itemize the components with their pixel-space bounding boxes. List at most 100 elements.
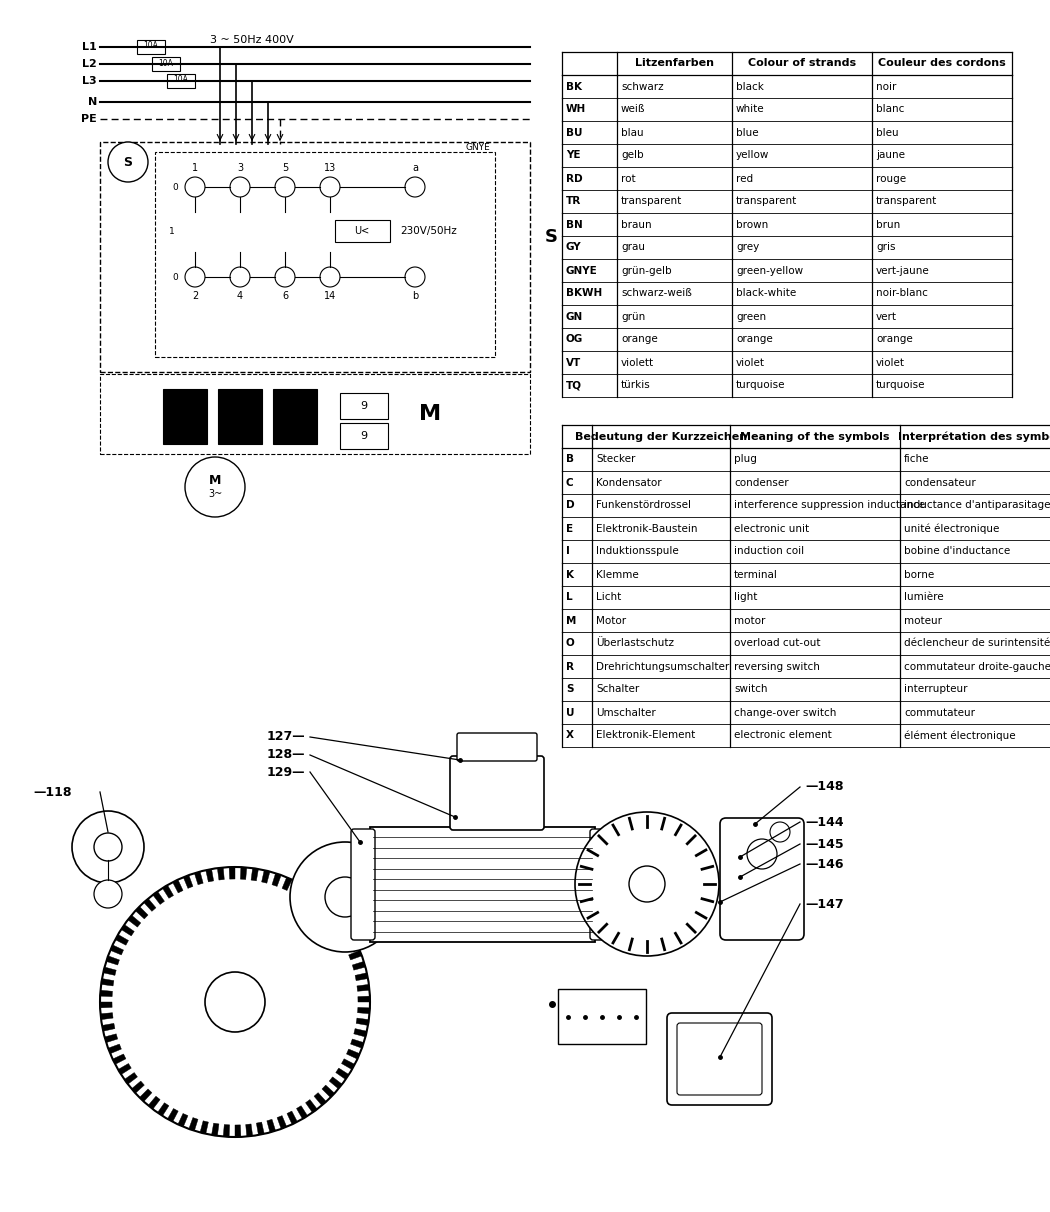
Text: grau: grau xyxy=(621,242,645,252)
Circle shape xyxy=(185,267,205,287)
Text: déclencheur de surintensité: déclencheur de surintensité xyxy=(904,639,1050,648)
Text: 9: 9 xyxy=(360,401,368,411)
Text: overload cut-out: overload cut-out xyxy=(734,639,820,648)
Text: Umschalter: Umschalter xyxy=(596,708,656,718)
Text: rot: rot xyxy=(621,173,635,183)
Polygon shape xyxy=(339,930,352,941)
Text: vert-jaune: vert-jaune xyxy=(876,265,929,275)
Polygon shape xyxy=(282,877,292,891)
Bar xyxy=(163,389,207,444)
Polygon shape xyxy=(106,956,120,965)
Polygon shape xyxy=(336,1068,349,1080)
Text: U: U xyxy=(566,708,574,718)
Circle shape xyxy=(320,177,340,198)
Text: —145: —145 xyxy=(805,837,843,851)
Text: élément électronique: élément électronique xyxy=(904,731,1015,741)
Polygon shape xyxy=(251,868,258,881)
Text: Elektronik-Element: Elektronik-Element xyxy=(596,731,695,741)
Polygon shape xyxy=(172,880,183,893)
Text: GNYE: GNYE xyxy=(465,143,490,152)
Text: terminal: terminal xyxy=(734,570,778,579)
Circle shape xyxy=(405,177,425,198)
Polygon shape xyxy=(110,945,124,955)
Text: blanc: blanc xyxy=(876,104,904,114)
Circle shape xyxy=(770,822,790,842)
Text: braun: braun xyxy=(621,219,652,229)
Circle shape xyxy=(108,142,148,182)
Text: 9: 9 xyxy=(360,431,368,441)
Polygon shape xyxy=(229,867,235,879)
Polygon shape xyxy=(100,1002,112,1008)
Text: BU: BU xyxy=(566,127,583,137)
Text: vert: vert xyxy=(876,311,897,321)
Text: blue: blue xyxy=(736,127,758,137)
Bar xyxy=(340,393,388,419)
Text: change-over switch: change-over switch xyxy=(734,708,837,718)
Text: Überlastschutz: Überlastschutz xyxy=(596,639,674,648)
Text: Induktionsspule: Induktionsspule xyxy=(596,547,678,556)
Text: Couleur des cordons: Couleur des cordons xyxy=(878,58,1006,69)
Text: BN: BN xyxy=(566,219,583,229)
Polygon shape xyxy=(353,961,365,970)
FancyBboxPatch shape xyxy=(590,829,614,941)
Polygon shape xyxy=(102,1023,114,1031)
Circle shape xyxy=(205,972,265,1031)
Text: reversing switch: reversing switch xyxy=(734,662,820,671)
Text: violet: violet xyxy=(876,358,905,367)
Polygon shape xyxy=(240,867,247,880)
Text: interference suppression inductance: interference suppression inductance xyxy=(734,501,925,510)
Polygon shape xyxy=(306,1099,317,1113)
Polygon shape xyxy=(296,1105,308,1119)
Text: —147: —147 xyxy=(805,898,843,910)
Polygon shape xyxy=(194,871,203,885)
Text: Funkenstördrossel: Funkenstördrossel xyxy=(596,501,691,510)
Text: M: M xyxy=(566,616,576,625)
Text: Motor: Motor xyxy=(596,616,626,625)
Text: TQ: TQ xyxy=(566,381,582,390)
Text: M: M xyxy=(209,474,222,486)
FancyBboxPatch shape xyxy=(351,829,375,941)
Polygon shape xyxy=(301,888,313,902)
Text: 10A: 10A xyxy=(159,58,173,68)
Text: 3 ~ 50Hz 400V: 3 ~ 50Hz 400V xyxy=(210,35,294,45)
Text: 14: 14 xyxy=(323,291,336,301)
Text: BK: BK xyxy=(566,81,582,91)
Text: GY: GY xyxy=(566,242,582,252)
Bar xyxy=(155,152,495,358)
Text: S: S xyxy=(124,155,132,168)
Text: GN: GN xyxy=(566,311,583,321)
Circle shape xyxy=(320,267,340,287)
Text: inductance d'antiparasitage: inductance d'antiparasitage xyxy=(904,501,1050,510)
Text: Bedeutung der Kurzzeichen: Bedeutung der Kurzzeichen xyxy=(575,431,747,441)
Polygon shape xyxy=(256,1122,265,1134)
Text: WH: WH xyxy=(566,104,586,114)
Text: weiß: weiß xyxy=(621,104,646,114)
Text: PE: PE xyxy=(81,114,97,124)
Circle shape xyxy=(100,867,370,1137)
Circle shape xyxy=(94,880,122,908)
Polygon shape xyxy=(124,1073,138,1085)
Text: switch: switch xyxy=(734,685,768,694)
Circle shape xyxy=(275,267,295,287)
Polygon shape xyxy=(184,875,193,888)
Text: Elektronik-Baustein: Elektronik-Baustein xyxy=(596,524,697,533)
Text: plug: plug xyxy=(734,454,757,464)
Polygon shape xyxy=(330,1077,342,1088)
Polygon shape xyxy=(322,1085,335,1097)
Polygon shape xyxy=(121,925,134,936)
Polygon shape xyxy=(357,984,370,991)
Polygon shape xyxy=(118,1063,131,1075)
Polygon shape xyxy=(318,903,331,915)
Text: light: light xyxy=(734,593,757,602)
Text: S: S xyxy=(566,685,573,694)
Text: B: B xyxy=(566,454,574,464)
Circle shape xyxy=(747,839,777,869)
Text: 0: 0 xyxy=(172,273,179,281)
Text: grün-gelb: grün-gelb xyxy=(621,265,672,275)
Circle shape xyxy=(185,457,245,518)
FancyBboxPatch shape xyxy=(720,818,804,941)
Text: Meaning of the symbols: Meaning of the symbols xyxy=(740,431,889,441)
Text: condenser: condenser xyxy=(734,478,789,487)
Text: OG: OG xyxy=(566,335,583,344)
Polygon shape xyxy=(355,973,368,981)
